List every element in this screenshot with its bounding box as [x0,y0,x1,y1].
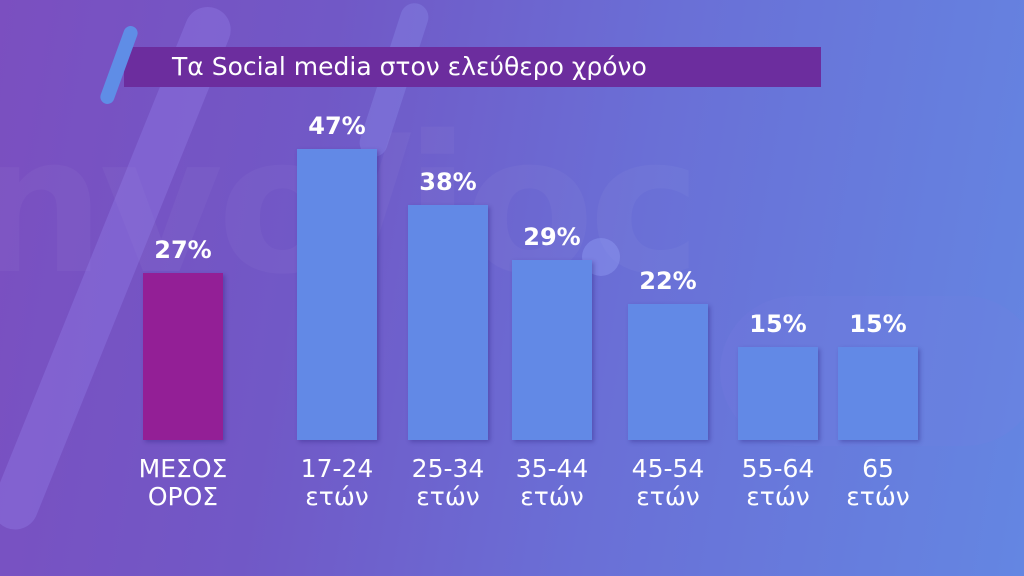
category-label-line2: ετών [520,482,584,511]
category-label-line1: ΜΕΣΟΣ [138,454,228,483]
bar-age-group [738,347,818,440]
title-banner [124,47,821,87]
category-label-line2: ετών [846,482,910,511]
bar-value-label: 15% [849,310,907,338]
bar-value-label: 47% [308,112,366,140]
category-label: 35-44 ετών [492,455,612,511]
category-label-line2: ετών [636,482,700,511]
bar-age-group [297,149,377,440]
bar-age-group [628,304,708,440]
category-label-line2: ετών [416,482,480,511]
category-label: 25-34 ετών [388,455,508,511]
bar-average [143,273,223,440]
bar-value-label: 38% [419,168,477,196]
category-label-line2: ετών [305,482,369,511]
category-label: 45-54 ετών [608,455,728,511]
bar-age-group [408,205,488,440]
category-label: 65 ετών [818,455,938,511]
category-label-line1: 55-64 [741,454,815,483]
category-label-line1: 17-24 [300,454,374,483]
category-label: ΜΕΣΟΣ ΟΡΟΣ [123,455,243,511]
chart-title: Τα Social media στον ελεύθερο χρόνο [172,52,647,81]
category-label-line1: 35-44 [515,454,589,483]
category-label-line1: 65 [862,454,894,483]
category-label: 17-24 ετών [277,455,397,511]
category-label-line1: 45-54 [631,454,705,483]
bar-value-label: 22% [639,267,697,295]
bar-age-group [512,260,592,440]
category-label: 55-64 ετών [718,455,838,511]
bar-value-label: 27% [154,236,212,264]
category-label-line2: ετών [746,482,810,511]
bar-value-label: 29% [523,223,581,251]
category-label-line1: 25-34 [411,454,485,483]
bar-value-label: 15% [749,310,807,338]
bar-age-group [838,347,918,440]
category-label-line2: ΟΡΟΣ [147,482,219,511]
